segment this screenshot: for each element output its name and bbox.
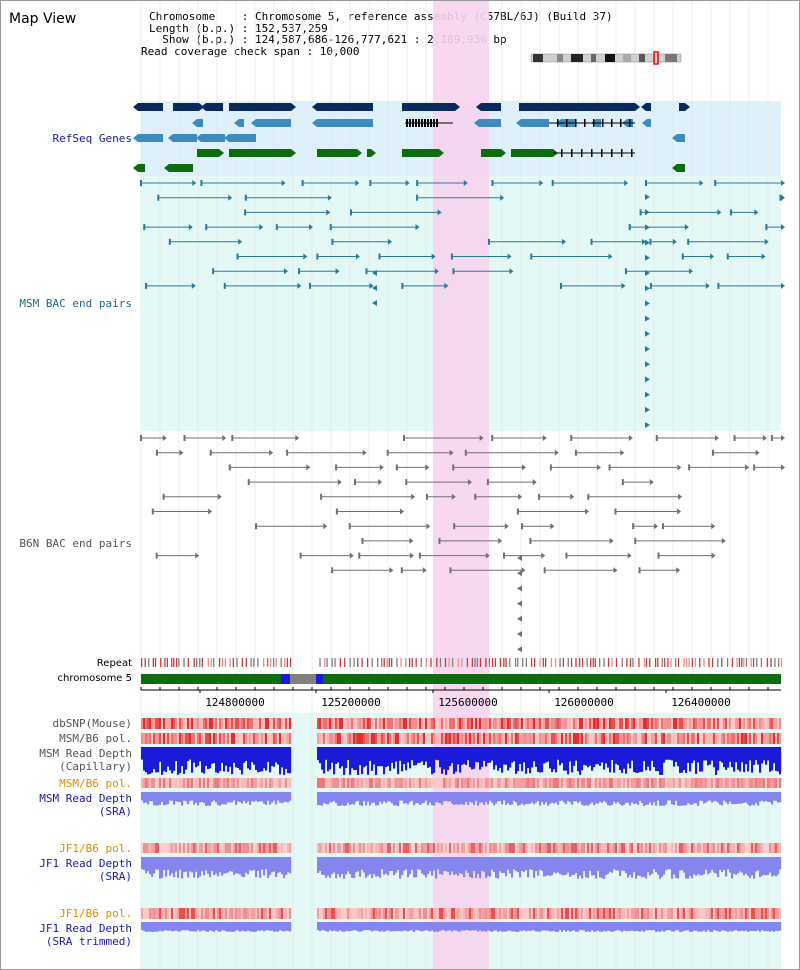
track-label-msm-depth-sra[interactable]: MSM Read Depth (SRA) bbox=[39, 792, 132, 818]
gene-exon bbox=[239, 119, 244, 127]
coverage-line: Read coverage check span : 10,000 bbox=[141, 44, 360, 58]
axis-tick-label: 124800000 bbox=[205, 696, 265, 709]
gene-exon bbox=[317, 103, 373, 111]
gene-exon bbox=[173, 103, 199, 111]
gene-exon bbox=[317, 149, 357, 157]
gene-exon bbox=[646, 103, 651, 111]
chromosome-ideogram[interactable] bbox=[530, 51, 682, 65]
gene-exon bbox=[201, 134, 225, 142]
track-label-msm-bac[interactable]: MSM BAC end pairs bbox=[19, 297, 132, 310]
gene-exon bbox=[317, 119, 373, 127]
refseq-genes-track[interactable] bbox=[133, 103, 690, 172]
page-title: Map View bbox=[9, 11, 77, 27]
gene-exon bbox=[647, 119, 651, 127]
gene-exon bbox=[197, 119, 203, 127]
gene-exon bbox=[677, 134, 685, 142]
gene-exon bbox=[229, 103, 291, 111]
track-label-jf1-pol-2[interactable]: JF1/B6 pol. bbox=[59, 907, 132, 920]
gene-exon bbox=[138, 164, 145, 172]
track-label-repeat[interactable]: Repeat bbox=[96, 658, 132, 669]
gene-exon bbox=[197, 149, 219, 157]
track-label-msm-pol-2[interactable]: MSM/B6 pol. bbox=[59, 777, 132, 790]
gene-exon bbox=[679, 103, 685, 111]
axis-tick-label: 126400000 bbox=[671, 696, 731, 709]
track-label-msm-depth-capillary[interactable]: MSM Read Depth (Capillary) bbox=[39, 747, 132, 773]
selection-highlight[interactable] bbox=[433, 1, 489, 970]
gene-exon bbox=[479, 119, 501, 127]
length-line: Length (b.p.) : 152,537,259 bbox=[149, 21, 328, 35]
region-info: Chromosome : Chromosome 5, reference ass… bbox=[141, 11, 613, 57]
gene-exon bbox=[521, 119, 549, 127]
gene-exon bbox=[677, 164, 685, 172]
gene-exon bbox=[138, 103, 163, 111]
axis-tick-label: 125200000 bbox=[321, 696, 381, 709]
gene-exon bbox=[402, 103, 455, 111]
gene-exon bbox=[173, 134, 197, 142]
ideogram-position-marker bbox=[653, 51, 659, 65]
polymorphism-depth-tracks[interactable] bbox=[141, 718, 782, 932]
gene-exon bbox=[511, 149, 553, 157]
axis-tick-label: 126000000 bbox=[554, 696, 614, 709]
chromosome-bar[interactable] bbox=[141, 674, 781, 684]
gene-exon bbox=[229, 134, 256, 142]
repeat-track[interactable] bbox=[141, 658, 783, 667]
gene-exon bbox=[402, 149, 439, 157]
track-label-msm-pol-1[interactable]: MSM/B6 pol. bbox=[59, 732, 132, 745]
track-label-chromosome[interactable]: chromosome 5 bbox=[57, 673, 132, 684]
gene-exon bbox=[367, 149, 371, 157]
coordinate-axis: 124800000 125200000 125600000 126000000 1264… bbox=[140, 687, 781, 709]
track-label-refseq[interactable]: RefSeq Genes bbox=[52, 132, 132, 145]
gene-exon bbox=[138, 134, 163, 142]
gene-exon bbox=[229, 149, 291, 157]
track-label-dbsnp[interactable]: dbSNP(Mouse) bbox=[52, 717, 132, 730]
gene-exon bbox=[256, 119, 291, 127]
axis-tick-label: 125600000 bbox=[438, 696, 498, 709]
track-label-jf1-depth-trimmed[interactable]: JF1 Read Depth (SRA trimmed) bbox=[39, 922, 132, 948]
gene-exon bbox=[169, 164, 193, 172]
track-label-jf1-pol-1[interactable]: JF1/B6 pol. bbox=[59, 842, 132, 855]
track-label-jf1-depth-sra[interactable]: JF1 Read Depth (SRA) bbox=[39, 857, 132, 883]
gene-exon bbox=[481, 103, 501, 111]
gene-exon bbox=[481, 149, 501, 157]
gene-exon bbox=[206, 103, 223, 111]
track-label-b6n-bac[interactable]: B6N BAC end pairs bbox=[19, 537, 132, 550]
grid-lines bbox=[140, 1, 769, 969]
b6n-bac-track[interactable] bbox=[140, 435, 785, 653]
gene-exon bbox=[519, 103, 635, 111]
msm-bac-track[interactable] bbox=[140, 180, 785, 428]
